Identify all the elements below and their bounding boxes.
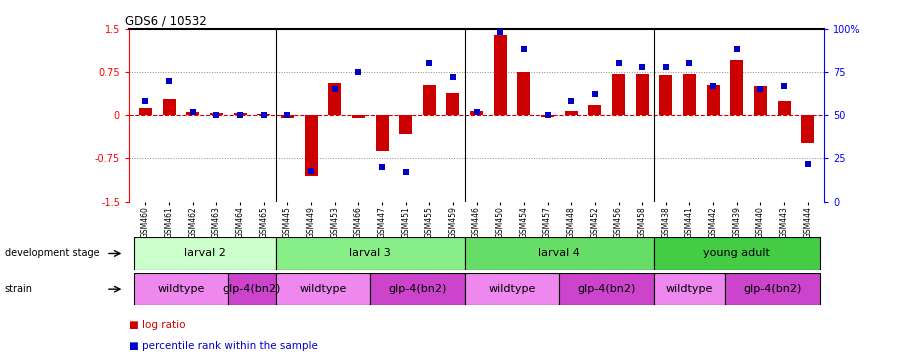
Text: glp-4(bn2): glp-4(bn2) [389, 284, 447, 294]
Bar [683, 74, 696, 115]
Text: development stage: development stage [5, 248, 99, 258]
Bar [139, 108, 152, 115]
Bar [281, 115, 294, 118]
Bar [730, 60, 743, 115]
Bar [163, 99, 176, 115]
Text: wildtype: wildtype [666, 284, 713, 294]
Bar [423, 85, 436, 115]
Bar [565, 111, 577, 115]
Bar [352, 115, 365, 118]
Bar [465, 273, 559, 305]
Bar [186, 112, 199, 115]
Bar [399, 115, 413, 134]
Bar [801, 115, 814, 143]
Text: wildtype: wildtype [157, 284, 204, 294]
Bar [654, 273, 725, 305]
Bar [465, 237, 654, 270]
Text: young adult: young adult [704, 248, 770, 258]
Bar [659, 75, 672, 115]
Bar [134, 273, 228, 305]
Bar [612, 74, 625, 115]
Text: strain: strain [5, 284, 32, 294]
Bar [305, 115, 318, 176]
Text: glp-4(bn2): glp-4(bn2) [743, 284, 801, 294]
Bar [257, 114, 270, 115]
Text: wildtype: wildtype [488, 284, 536, 294]
Text: glp-4(bn2): glp-4(bn2) [577, 284, 635, 294]
Text: glp-4(bn2): glp-4(bn2) [223, 284, 281, 294]
Bar [275, 237, 465, 270]
Text: larval 2: larval 2 [183, 248, 226, 258]
Bar [777, 101, 790, 115]
Bar [376, 115, 389, 151]
Bar [706, 85, 719, 115]
Text: ■ percentile rank within the sample: ■ percentile rank within the sample [129, 341, 318, 351]
Text: larval 4: larval 4 [539, 248, 580, 258]
Text: larval 3: larval 3 [349, 248, 391, 258]
Text: ■ log ratio: ■ log ratio [129, 320, 185, 330]
Bar [275, 273, 370, 305]
Bar [328, 84, 341, 115]
Bar [635, 74, 648, 115]
Bar [228, 273, 275, 305]
Text: wildtype: wildtype [299, 284, 346, 294]
Bar [134, 237, 275, 270]
Bar [234, 114, 247, 115]
Bar [370, 273, 465, 305]
Bar [494, 35, 507, 115]
Text: GDS6 / 10532: GDS6 / 10532 [125, 14, 207, 27]
Bar [725, 273, 820, 305]
Bar [754, 86, 767, 115]
Bar [210, 113, 223, 115]
Bar [559, 273, 654, 305]
Bar [654, 237, 820, 270]
Bar [541, 115, 554, 117]
Bar [589, 105, 601, 115]
Bar [447, 93, 460, 115]
Bar [518, 72, 530, 115]
Bar [470, 111, 484, 115]
